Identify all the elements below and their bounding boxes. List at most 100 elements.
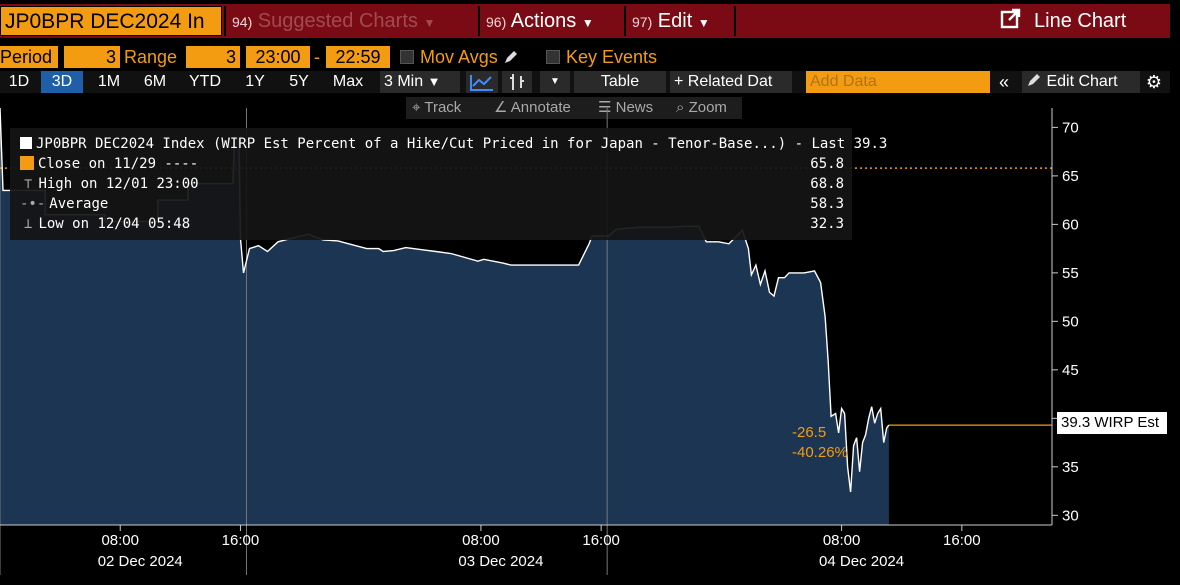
edit-number: 97): [632, 14, 653, 30]
y-tick-label: 35: [1062, 459, 1079, 476]
mov-avgs-toggle[interactable]: Mov Avgs: [400, 46, 519, 68]
timeframe-5y-button[interactable]: 5Y: [289, 73, 309, 90]
x-date-label: 02 Dec 2024: [98, 553, 183, 570]
timeframe-6m-button[interactable]: 6M: [143, 73, 167, 90]
double-chevron-left-icon: «: [998, 72, 1009, 92]
legend-close-value: 65.8: [810, 156, 844, 172]
mov-avgs-label: Mov Avgs: [420, 47, 498, 67]
collapse-button[interactable]: «: [990, 71, 1018, 93]
start-time-input[interactable]: 23:00: [246, 46, 310, 68]
toolbar-divider: [624, 6, 626, 36]
zoom-icon: ⌕: [676, 99, 685, 116]
series-swatch-icon: [20, 137, 32, 149]
time-separator: -: [314, 47, 320, 67]
low-marker-icon: ⊥: [24, 216, 33, 232]
related-data-label: + Related Dat: [674, 73, 773, 90]
news-label: News: [615, 99, 654, 116]
suggested-charts-button[interactable]: 94) Suggested Charts ▼: [232, 6, 476, 36]
caret-down-icon: ▼: [550, 76, 560, 87]
actions-menu-button[interactable]: 96) Actions ▼: [486, 6, 622, 36]
y-tick-label: 30: [1062, 507, 1079, 524]
checkbox-icon: [400, 50, 414, 64]
timeframe-1m-button[interactable]: 1M: [97, 73, 121, 90]
edit-chart-button[interactable]: Edit Chart: [1022, 71, 1140, 93]
range-input[interactable]: 3: [186, 46, 240, 68]
legend-low-value: 32.3: [810, 216, 844, 232]
caret-down-icon: ▼: [581, 16, 594, 30]
track-tool[interactable]: ⌖ Track: [412, 97, 462, 119]
caret-down-icon: ▼: [697, 16, 710, 30]
annotate-icon: ∠: [494, 99, 508, 116]
x-tick-label: 16:00: [943, 532, 981, 549]
x-tick-label: 08:00: [462, 532, 500, 549]
range-label: Range: [124, 47, 178, 67]
period-input[interactable]: 3: [64, 46, 120, 68]
timeframe-3d-button[interactable]: 3D: [41, 71, 83, 93]
zoom-tool[interactable]: ⌕ Zoom: [676, 97, 727, 119]
annotate-tool[interactable]: ∠ Annotate: [494, 97, 571, 119]
actions-label: Actions: [510, 10, 577, 32]
close-swatch-icon: [20, 156, 34, 170]
news-tool[interactable]: ☰ News: [598, 97, 654, 119]
key-events-toggle[interactable]: Key Events: [546, 46, 657, 68]
track-label: Track: [424, 99, 462, 116]
legend-low-label: Low on 12/04 05:48: [38, 216, 191, 232]
x-date-label: 03 Dec 2024: [458, 553, 543, 570]
last-value-tag: 39.3 WIRP Est: [1057, 412, 1167, 434]
legend-close-label: Close on 11/29 ----: [38, 156, 199, 172]
news-icon: ☰: [598, 99, 612, 116]
legend-average-label: Average: [49, 196, 109, 212]
legend-average-row: -•- Average: [20, 196, 108, 212]
style-dropdown-button[interactable]: ▼: [540, 71, 570, 93]
y-tick-label: 65: [1062, 168, 1079, 185]
toolbar-divider: [478, 6, 480, 36]
timeframe-1d-button[interactable]: 1D: [8, 73, 30, 90]
y-tick-label: 55: [1062, 265, 1079, 282]
suggested-charts-label: Suggested Charts: [257, 10, 418, 32]
legend-title: JP0BPR DEC2024 Index (WIRP Est Percent o…: [20, 136, 887, 152]
ticker-field[interactable]: JP0BPR DEC2024 In: [0, 6, 222, 36]
caret-down-icon: ▼: [427, 74, 441, 89]
related-data-button[interactable]: + Related Dat: [670, 71, 792, 93]
timeframe-1y-button[interactable]: 1Y: [245, 73, 265, 90]
legend-low-row: ⊥ Low on 12/04 05:48: [24, 216, 190, 232]
timeframe-ytd-button[interactable]: YTD: [189, 73, 221, 90]
launch-icon: [1000, 8, 1021, 29]
legend-close-row: Close on 11/29 ----: [20, 156, 198, 172]
legend-average-value: 58.3: [810, 196, 844, 212]
line-chart-button[interactable]: Line Chart: [1000, 6, 1166, 36]
x-tick-label: 08:00: [101, 532, 139, 549]
bar-style-button[interactable]: [502, 71, 532, 93]
settings-button[interactable]: ⚙: [1142, 71, 1166, 93]
pencil-icon: [504, 51, 517, 63]
high-marker-icon: ⊤: [24, 176, 33, 192]
edit-chart-label: Edit Chart: [1046, 73, 1118, 90]
y-tick-label: 70: [1062, 119, 1079, 136]
end-time-input[interactable]: 22:59: [326, 46, 390, 68]
line-chart-icon: [470, 75, 493, 91]
y-tick-label: 45: [1062, 362, 1079, 379]
toolbar-divider: [224, 6, 226, 36]
period-label: Period: [0, 46, 58, 68]
table-button[interactable]: Table: [574, 71, 666, 93]
annotate-label: Annotate: [510, 99, 571, 116]
crosshair-icon: ⌖: [412, 99, 421, 116]
legend-high-label: High on 12/01 23:00: [38, 176, 199, 192]
legend-title-text: JP0BPR DEC2024 Index (WIRP Est Percent o…: [36, 136, 888, 152]
caret-down-icon: ▼: [423, 16, 436, 30]
chart-tools-bar: [406, 97, 742, 119]
average-marker-icon: -•-: [20, 196, 46, 212]
interval-select[interactable]: 3 Min ▼: [380, 71, 460, 93]
add-data-input[interactable]: Add Data: [806, 71, 990, 93]
gear-icon: ⚙: [1145, 72, 1163, 92]
x-tick-label: 16:00: [222, 532, 260, 549]
checkbox-icon: [546, 50, 560, 64]
change-value: -26.5: [792, 424, 827, 441]
timeframe-max-button[interactable]: Max: [332, 73, 364, 90]
line-style-button[interactable]: [466, 71, 498, 93]
actions-number: 96): [486, 14, 507, 30]
edit-menu-button[interactable]: 97) Edit ▼: [632, 6, 732, 36]
legend-high-value: 68.8: [810, 176, 844, 192]
x-tick-label: 08:00: [823, 532, 861, 549]
